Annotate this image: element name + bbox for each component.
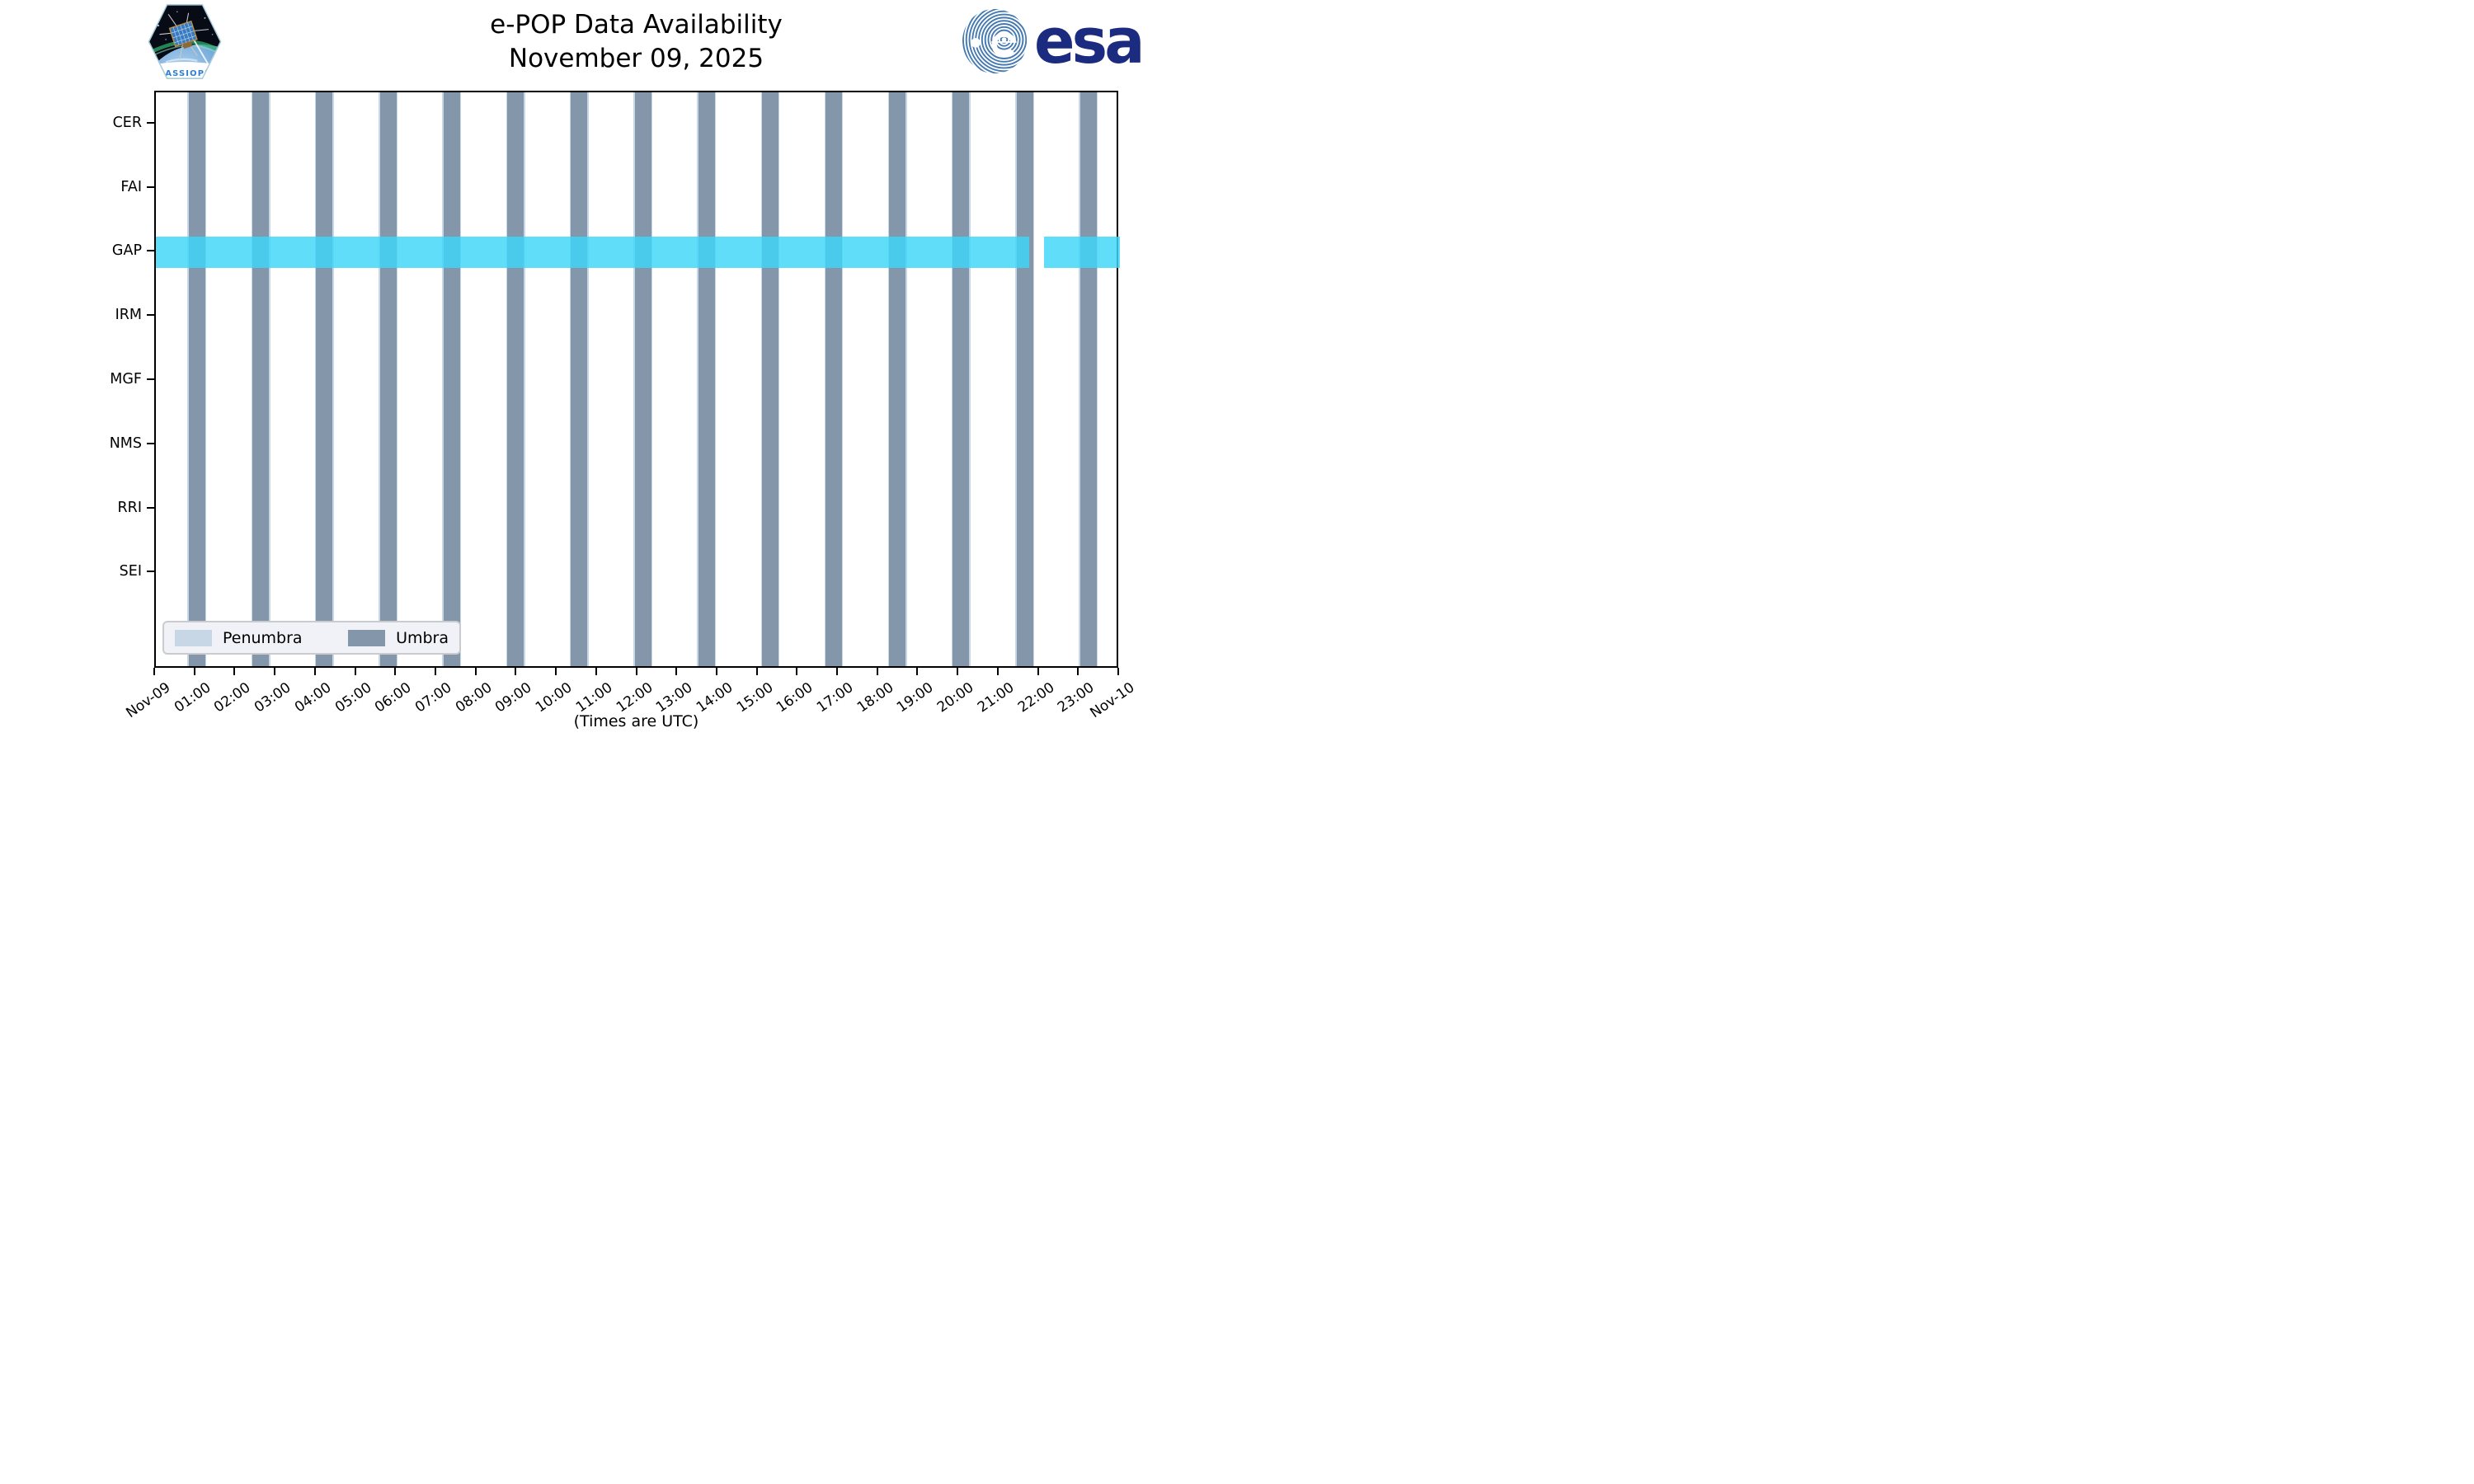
umbra-bar [1016, 92, 1033, 666]
cassiope-patch-graphic: CASSIOPE [148, 4, 222, 79]
y-tick-label: NMS [109, 434, 142, 452]
legend-umbra-swatch [348, 629, 386, 646]
x-tick [1077, 668, 1079, 675]
x-tick [474, 668, 477, 675]
y-tick-label: SEI [119, 563, 142, 580]
y-tick [147, 506, 154, 509]
chart-title-line1: e-POP Data Availability [490, 10, 783, 40]
y-tick [147, 378, 154, 380]
umbra-bar [634, 92, 651, 666]
umbra-bar [252, 92, 270, 666]
x-tick [515, 668, 517, 675]
umbra-bar [762, 92, 778, 666]
umbra-bar [952, 92, 970, 666]
x-tick [796, 668, 798, 675]
x-tick [274, 668, 276, 675]
legend-penumbra-swatch [175, 629, 212, 646]
umbra-bar [698, 92, 715, 666]
x-tick [434, 668, 436, 675]
cassiope-mission-patch: CASSIOPE [147, 2, 223, 82]
x-axis-label: (Times are UTC) [573, 712, 699, 730]
x-tick [153, 668, 155, 675]
gap-availability-band [156, 237, 1029, 269]
umbra-bar [825, 92, 842, 666]
umbra-bar [1079, 92, 1097, 666]
x-tick [1117, 668, 1119, 675]
umbra-bar [571, 92, 588, 666]
cassiope-patch-label: CASSIOPE [158, 69, 211, 78]
umbra-bar [379, 92, 397, 666]
umbra-bar [889, 92, 906, 666]
legend: Penumbra Umbra [162, 621, 461, 655]
y-tick [147, 121, 154, 124]
x-tick [394, 668, 397, 675]
x-tick [313, 668, 316, 675]
chart-title: e-POP Data Availability November 09, 202… [154, 8, 1118, 76]
y-tick [147, 442, 154, 444]
esa-emblem-icon [962, 8, 1028, 74]
umbra-bar [316, 92, 333, 666]
x-tick [555, 668, 557, 675]
chart-title-line2: November 09, 2025 [508, 44, 764, 73]
y-tick [147, 186, 154, 188]
esa-logo: esa [962, 5, 1146, 77]
umbra-bar [443, 92, 460, 666]
y-tick-label: FAI [120, 178, 142, 195]
x-tick [354, 668, 356, 675]
plot-area [154, 91, 1120, 668]
x-tick [996, 668, 999, 675]
esa-logo-wordmark: esa [1034, 4, 1145, 77]
gap-availability-band [1043, 237, 1120, 269]
umbra-bar [507, 92, 524, 666]
x-tick [957, 668, 959, 675]
x-tick [755, 668, 758, 675]
legend-umbra-label: Umbra [396, 628, 449, 647]
y-tick-label: GAP [111, 242, 142, 260]
x-tick [715, 668, 717, 675]
x-tick [876, 668, 878, 675]
y-tick-label: IRM [115, 307, 142, 324]
x-tick [916, 668, 919, 675]
x-tick [1037, 668, 1039, 675]
x-tick [635, 668, 637, 675]
y-tick-label: MGF [110, 371, 142, 387]
x-tick [595, 668, 597, 675]
y-tick-label: CER [112, 114, 142, 131]
figure-canvas: CASSIOPE e-POP Data Availability Novembe… [0, 0, 1237, 742]
x-tick [675, 668, 678, 675]
x-tick [193, 668, 195, 675]
legend-penumbra-label: Penumbra [223, 628, 303, 647]
y-tick [147, 314, 154, 317]
umbra-bar [188, 92, 205, 666]
x-tick [836, 668, 839, 675]
y-tick [147, 250, 154, 252]
y-tick [147, 571, 154, 573]
x-tick [233, 668, 236, 675]
y-tick-label: RRI [117, 499, 142, 516]
